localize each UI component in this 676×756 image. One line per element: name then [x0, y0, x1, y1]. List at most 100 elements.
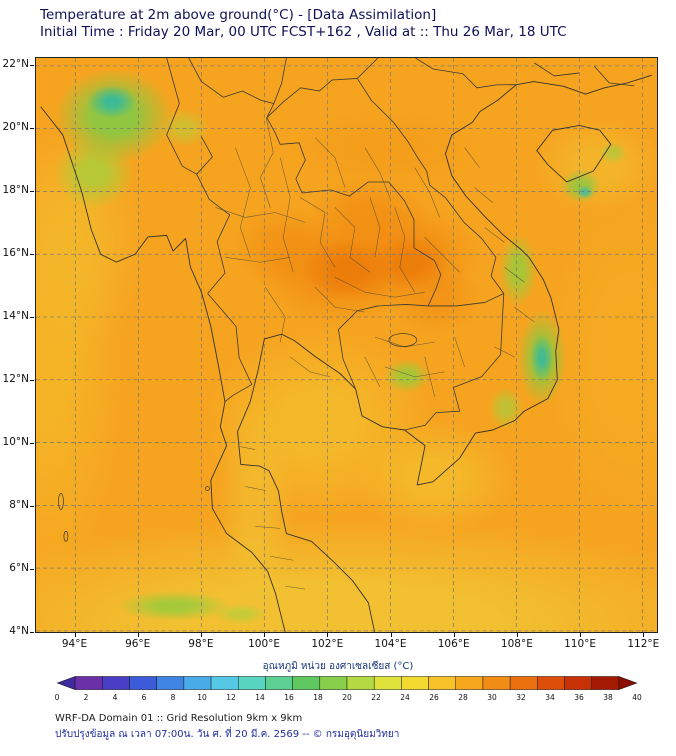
colorbar-segment: [102, 676, 130, 690]
lon-tickmark: [264, 633, 266, 637]
colorbar-right-arrow: [618, 676, 638, 690]
colorbar-segment: [509, 676, 538, 690]
lat-tickmark: [30, 379, 34, 381]
colorbar-tick-label: 0: [54, 693, 60, 702]
lon-tickmark: [453, 633, 455, 637]
colorbar-scale: [56, 676, 638, 690]
lat-tick-label: 22°N: [2, 58, 29, 71]
colorbar-segment: [428, 676, 456, 690]
colorbar-tick-label: 16: [284, 693, 294, 702]
lon-tick-label: 94°E: [61, 638, 88, 650]
lon-tick-label: 100°E: [248, 638, 281, 650]
colorbar-segment: [346, 676, 375, 690]
colorbar-tick-label: 10: [197, 693, 207, 702]
lat-tickmark: [30, 505, 34, 507]
lat-tick-label: 20°N: [2, 121, 29, 134]
colorbar-title: อุณหภูมิ หน่วย องศาเซลเซียส (°C): [262, 661, 414, 672]
country-borders: [166, 58, 635, 431]
colorbar-segment: [210, 676, 239, 690]
lat-tick-label: 4°N: [9, 625, 29, 638]
lat-tickmark: [30, 316, 34, 318]
temperature-field: [36, 58, 657, 632]
lon-tickmark: [137, 633, 139, 637]
colorbar-tick-label: 2: [83, 693, 89, 702]
lat-tick-label: 10°N: [2, 436, 29, 449]
lon-tickmark: [516, 633, 518, 637]
map-overlay: [36, 58, 657, 632]
lat-tick-label: 8°N: [9, 499, 29, 512]
colorbar-tick-label: 14: [255, 693, 265, 702]
page-subtitle: Initial Time : Friday 20 Mar, 00 UTC FCS…: [40, 24, 567, 40]
colorbar-tick-label: 30: [487, 693, 497, 702]
lon-tickmark: [390, 633, 392, 637]
longitude-axis: 94°E 96°E 98°E 100°E 102°E 104°E 106°E 108°E 110…: [35, 633, 660, 655]
colorbar-segment: [265, 676, 293, 690]
colorbar-tick-label: 36: [574, 693, 584, 702]
lat-tickmark: [30, 568, 34, 570]
colorbar-ticks: 0 2 4 6 8 10 12 14 16 18 20 22 24 26 28 30 32 34 36 38 40: [38, 693, 656, 704]
colorbar-segment: [319, 676, 348, 690]
colorbar-segment: [401, 676, 429, 690]
colorbar-segment: [183, 676, 212, 690]
colorbar-tick-label: 8: [170, 693, 176, 702]
islands-and-lake: [58, 333, 418, 542]
colorbar-segment: [482, 676, 511, 690]
colorbar-tick-label: 20: [342, 693, 352, 702]
lat-tick-label: 18°N: [2, 184, 29, 197]
colorbar-tick-label: 32: [516, 693, 526, 702]
latitude-axis: 22°N 20°N 18°N 16°N 14°N 12°N 10°N 8°N 6°N 4°N: [0, 57, 35, 637]
lat-tick-label: 16°N: [2, 247, 29, 260]
lat-tickmark: [30, 64, 34, 66]
colorbar-segment: [238, 676, 266, 690]
colorbar-tick-label: 22: [371, 693, 381, 702]
lat-tickmark: [30, 442, 34, 444]
footer-domain-info: WRF-DA Domain 01 :: Grid Resolution 9km …: [55, 713, 303, 724]
footer: WRF-DA Domain 01 :: Grid Resolution 9km …: [55, 711, 399, 743]
colorbar-tick-label: 40: [632, 693, 642, 702]
lon-tickmark: [74, 633, 76, 637]
colorbar-tick-label: 4: [112, 693, 118, 702]
colorbar-tick-label: 28: [458, 693, 468, 702]
colorbar-segment: [292, 676, 321, 690]
map-plot: [35, 57, 658, 633]
colorbar-tick-label: 6: [141, 693, 147, 702]
lon-tick-label: 96°E: [125, 638, 151, 650]
colorbar-segment: [564, 676, 592, 690]
colorbar-segment: [591, 676, 620, 690]
colorbar-segment: [129, 676, 157, 690]
lat-tickmark: [30, 253, 34, 255]
lon-tickmark: [200, 633, 202, 637]
lat-tickmark: [30, 631, 34, 633]
lat-tick-label: 12°N: [2, 373, 29, 386]
colorbar-tick-label: 26: [429, 693, 439, 702]
colorbar-tick-label: 24: [400, 693, 410, 702]
header: Temperature at 2m above ground(°C) - [Da…: [40, 7, 567, 41]
lon-tick-label: 102°E: [311, 638, 344, 650]
grid-lines: [36, 58, 657, 632]
lon-tick-label: 108°E: [500, 638, 533, 650]
lon-tick-label: 110°E: [564, 638, 597, 650]
colorbar-tick-label: 12: [226, 693, 236, 702]
lat-tickmark: [30, 127, 34, 129]
colorbar-tick-label: 34: [545, 693, 555, 702]
lon-tickmark: [580, 633, 582, 637]
colorbar-segment: [74, 676, 103, 690]
lon-tickmark: [643, 633, 645, 637]
page-title: Temperature at 2m above ground(°C) - [Da…: [40, 7, 437, 23]
colorbar: [38, 676, 656, 691]
colorbar-segment: [537, 676, 565, 690]
lat-tickmark: [30, 190, 34, 192]
lon-tick-label: 104°E: [374, 638, 407, 650]
lat-tick-label: 14°N: [2, 310, 29, 323]
coastlines: [40, 74, 652, 632]
colorbar-tick-label: 18: [313, 693, 323, 702]
colorbar-segment: [373, 676, 402, 690]
colorbar-segment: [455, 676, 484, 690]
lon-tickmark: [327, 633, 329, 637]
colorbar-segment: [156, 676, 185, 690]
lon-tick-label: 106°E: [437, 638, 470, 650]
colorbar-left-arrow: [56, 676, 76, 690]
lon-tick-label: 112°E: [627, 638, 660, 650]
lon-tick-label: 98°E: [188, 638, 214, 650]
